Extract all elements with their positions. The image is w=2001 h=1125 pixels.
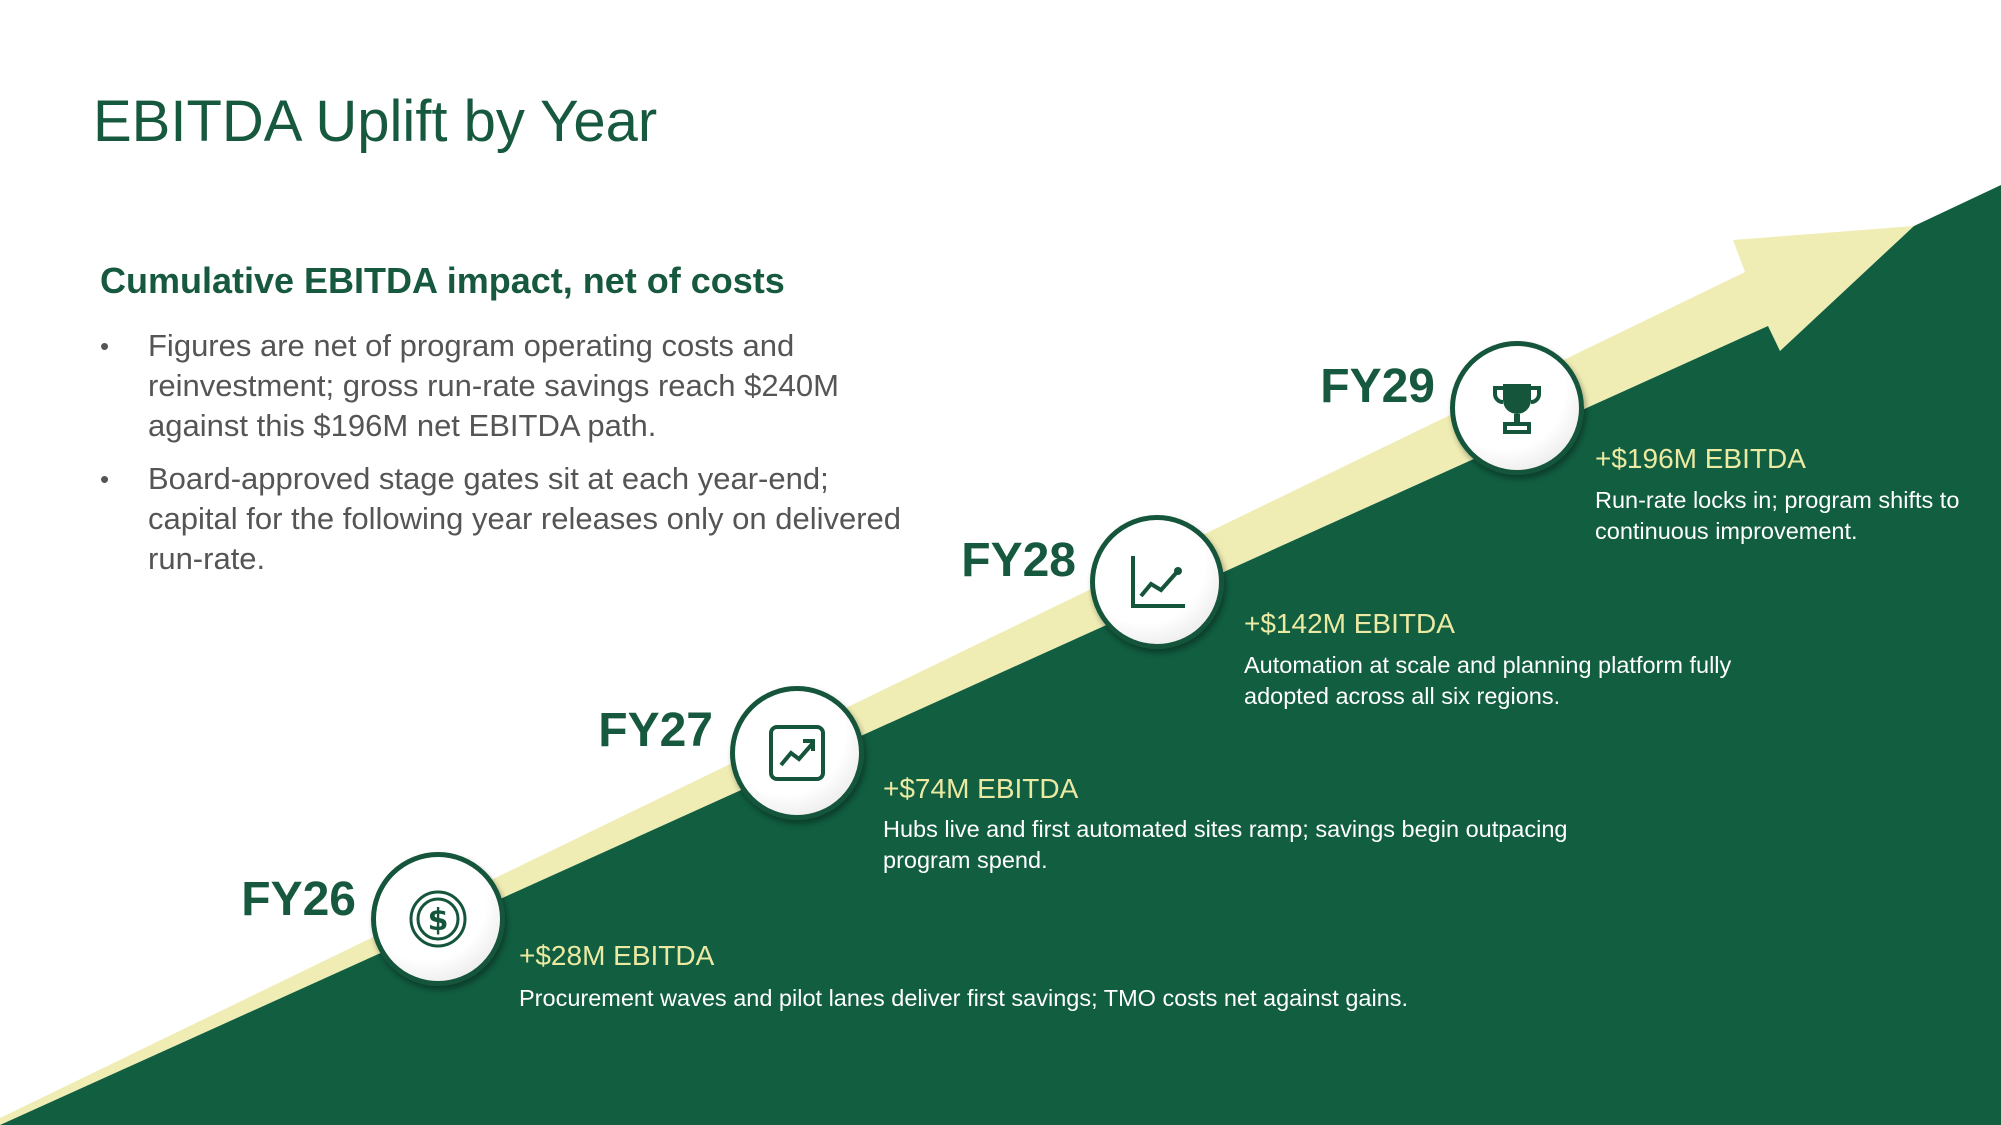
amount: +$196M EBITDA	[1595, 443, 1806, 474]
chart-icon	[1131, 556, 1185, 608]
amount: +$28M EBITDA	[519, 940, 715, 971]
description: Hubs live and first automated sites ramp…	[883, 816, 1568, 873]
growth-icon	[769, 725, 825, 781]
subtitle: Cumulative EBITDA impact, net of costs	[100, 260, 785, 301]
description: Automation at scale and planning platfor…	[1244, 652, 1732, 709]
bullet-list: Figures are net of program operating cos…	[100, 326, 910, 592]
milestone-icon	[730, 686, 864, 820]
year-label: FY27	[598, 704, 713, 757]
bullet: Board-approved stage gates sit at each y…	[100, 459, 910, 579]
svg-text:$: $	[428, 903, 449, 938]
amount: +$74M EBITDA	[883, 773, 1079, 804]
milestone-icon	[1450, 341, 1584, 475]
trophy-icon	[1493, 384, 1541, 434]
year-label: FY29	[1320, 360, 1435, 413]
description: Procurement waves and pilot lanes delive…	[519, 985, 1409, 1011]
title: EBITDA Uplift by Year	[93, 89, 658, 154]
bullet: Figures are net of program operating cos…	[100, 326, 910, 446]
amount: +$142M EBITDA	[1244, 608, 1455, 639]
milestone-icon: $	[371, 852, 505, 986]
dollar-icon: $	[409, 890, 467, 948]
milestone-icon	[1090, 515, 1224, 649]
year-label: FY28	[961, 534, 1076, 587]
green-area	[0, 185, 2001, 1125]
year-label: FY26	[241, 873, 356, 926]
description: Run-rate locks in; program shifts to con…	[1595, 487, 1960, 544]
